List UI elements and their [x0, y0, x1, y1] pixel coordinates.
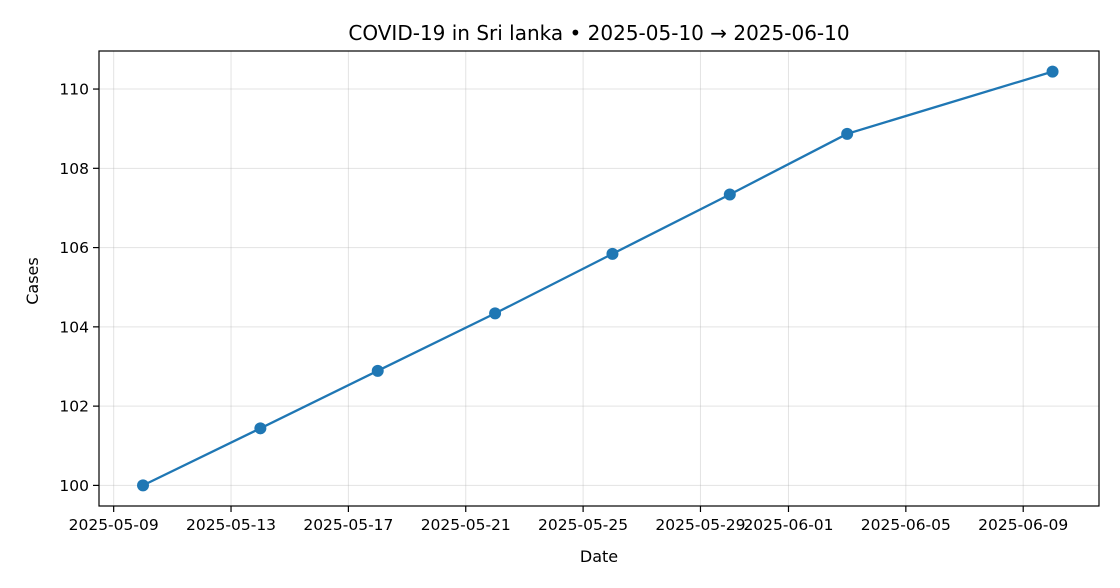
- series-line: [141, 70, 1054, 487]
- plot-frame: [98, 50, 1100, 507]
- y-tick-label: 102: [59, 398, 89, 416]
- x-tick-label: 2025-06-05: [861, 516, 951, 534]
- y-axis-label: Cases: [23, 257, 42, 305]
- x-tick-label: 2025-05-21: [421, 516, 511, 534]
- x-tick-label: 2025-06-09: [978, 516, 1068, 534]
- series-layer: [137, 65, 1059, 492]
- x-tick-label: 2025-05-29: [655, 516, 745, 534]
- y-axis: 100 102 104 106 108 110: [59, 81, 99, 495]
- data-point: [254, 422, 267, 435]
- chart-title: COVID-19 in Sri lanka • 2025-05-10 → 202…: [348, 21, 849, 45]
- data-point: [137, 479, 150, 492]
- data-point: [723, 188, 736, 201]
- x-tick-label: 2025-05-13: [186, 516, 276, 534]
- x-tick-label: 2025-05-17: [303, 516, 393, 534]
- x-tick-label: 2025-05-09: [69, 516, 159, 534]
- y-tick-label: 110: [59, 81, 89, 99]
- y-tick-label: 100: [59, 477, 89, 495]
- data-point: [606, 247, 619, 260]
- data-point: [371, 364, 384, 377]
- y-tick-label: 108: [59, 160, 89, 178]
- y-tick-label: 106: [59, 239, 89, 257]
- data-point: [1046, 65, 1059, 78]
- x-axis: 2025-05-09 2025-05-13 2025-05-17 2025-05-21…: [69, 506, 1068, 534]
- y-tick-label: 104: [59, 318, 89, 336]
- data-point: [841, 127, 854, 140]
- x-tick-label: 2025-06-01: [743, 516, 833, 534]
- data-point: [489, 307, 502, 320]
- x-tick-label: 2025-05-25: [538, 516, 628, 534]
- x-axis-label: Date: [580, 547, 618, 566]
- grid: [99, 51, 1099, 506]
